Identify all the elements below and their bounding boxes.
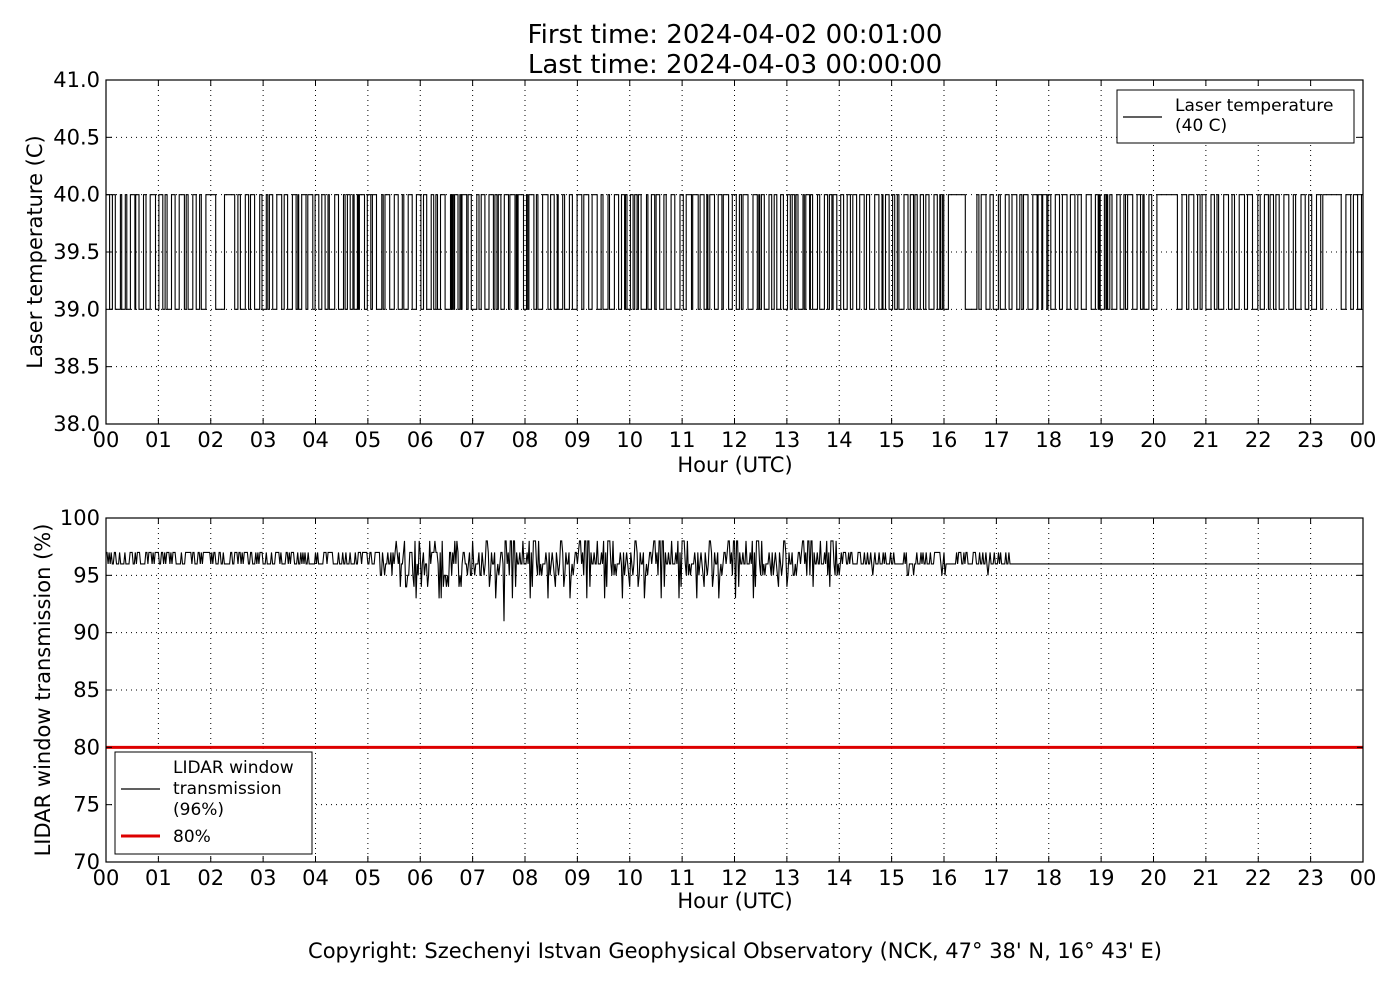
y-tick-label: 40.5 <box>53 125 100 149</box>
x-tick-label: 11 <box>669 428 696 452</box>
x-tick-label: 18 <box>1035 866 1062 890</box>
plot-area <box>106 194 1363 310</box>
legend-label-80-percent: 80% <box>173 827 211 847</box>
x-tick-label: 14 <box>826 866 853 890</box>
x-tick-label: 07 <box>459 866 486 890</box>
plot-area <box>106 540 1363 749</box>
legend-label-line2: (40 C) <box>1175 116 1227 136</box>
x-tick-label: 19 <box>1088 866 1115 890</box>
x-tick-label: 02 <box>197 428 224 452</box>
x-tick-label: 00 <box>93 428 120 452</box>
series-line-lidar-transmission <box>106 540 1363 622</box>
x-tick-label: 15 <box>878 866 905 890</box>
legend: LIDAR window transmission (96%) 80% <box>114 751 313 855</box>
x-axis: 00 01 02 03 04 05 06 07 08 09 10 11 12 13 14 15 16 17 18 19… <box>93 80 1377 452</box>
x-tick-label: 19 <box>1088 428 1115 452</box>
legend: Laser temperature (40 C) <box>1116 89 1355 144</box>
y-tick-label: 75 <box>73 793 100 817</box>
legend-label-line1: LIDAR window <box>173 758 294 778</box>
x-tick-label: 00 <box>1350 428 1377 452</box>
y-tick-label: 90 <box>73 621 100 645</box>
x-tick-label: 17 <box>983 428 1010 452</box>
x-tick-label: 20 <box>1140 866 1167 890</box>
x-tick-label: 18 <box>1035 428 1062 452</box>
x-tick-label: 12 <box>721 866 748 890</box>
x-tick-label: 15 <box>878 428 905 452</box>
x-tick-label: 03 <box>250 428 277 452</box>
chart-title-line2: Last time: 2024-04-03 00:00:00 <box>528 50 942 80</box>
x-tick-label: 04 <box>302 428 329 452</box>
y-axis-title: Laser temperature (C) <box>23 135 47 368</box>
lidar-transmission-panel: 70 75 80 85 90 95 100 00 01 02 03 04 05 06 07 08 09 10 11… <box>31 506 1376 913</box>
x-tick-label: 08 <box>512 866 539 890</box>
x-tick-label: 02 <box>197 866 224 890</box>
chart-title-line1: First time: 2024-04-02 00:01:00 <box>528 20 943 50</box>
x-tick-label: 11 <box>669 866 696 890</box>
x-axis-title: Hour (UTC) <box>677 453 792 477</box>
y-tick-label: 41.0 <box>53 68 100 92</box>
x-axis-title: Hour (UTC) <box>677 889 792 913</box>
y-tick-label: 38.0 <box>53 412 100 436</box>
y-tick-label: 100 <box>60 506 100 530</box>
x-tick-label: 22 <box>1245 428 1272 452</box>
y-tick-label: 38.5 <box>53 355 100 379</box>
x-tick-label: 05 <box>355 428 382 452</box>
x-tick-label: 07 <box>459 428 486 452</box>
x-tick-label: 04 <box>302 866 329 890</box>
x-tick-label: 09 <box>564 428 591 452</box>
legend-label-line2: transmission <box>173 779 282 799</box>
y-axis: 70 75 80 85 90 95 100 <box>60 506 1363 874</box>
x-tick-label: 05 <box>355 866 382 890</box>
x-tick-label: 09 <box>564 866 591 890</box>
y-tick-label: 39.5 <box>53 240 100 264</box>
y-axis-title: LIDAR window transmission (%) <box>31 524 55 857</box>
laser-temperature-panel: 38.038.539.039.540.040.541.0 00 01 02 03 04 0… <box>23 68 1376 477</box>
series-line-laser-temperature <box>106 194 1363 310</box>
x-tick-label: 01 <box>145 866 172 890</box>
x-tick-label: 22 <box>1245 866 1272 890</box>
x-tick-label: 16 <box>931 866 958 890</box>
legend-label-line1: Laser temperature <box>1175 96 1333 116</box>
y-tick-label: 70 <box>73 850 100 874</box>
x-tick-label: 17 <box>983 866 1010 890</box>
legend-label-line3: (96%) <box>173 800 224 820</box>
y-axis: 38.0 38.5 39.0 39.5 40.0 40.5 41.0 <box>53 68 1363 436</box>
x-tick-label: 01 <box>145 428 172 452</box>
x-tick-label: 20 <box>1140 428 1167 452</box>
legend-box <box>1116 89 1355 144</box>
x-tick-label: 12 <box>721 428 748 452</box>
x-tick-label: 23 <box>1297 866 1324 890</box>
x-axis: 00 01 02 03 04 05 06 07 08 09 10 11 12 13 14 15 16 17 18 19… <box>93 518 1377 890</box>
x-tick-label: 00 <box>1350 866 1377 890</box>
x-tick-label: 10 <box>616 866 643 890</box>
x-tick-label: 06 <box>407 866 434 890</box>
x-tick-label: 21 <box>1193 866 1220 890</box>
x-tick-label: 06 <box>407 428 434 452</box>
copyright-footer: Copyright: Szechenyi Istvan Geophysical … <box>308 939 1162 963</box>
x-tick-label: 08 <box>512 428 539 452</box>
x-tick-label: 16 <box>931 428 958 452</box>
y-tick-label: 85 <box>73 678 100 702</box>
y-tick-label: 39.0 <box>53 297 100 321</box>
x-tick-label: 03 <box>250 866 277 890</box>
x-tick-label: 13 <box>774 428 801 452</box>
x-tick-label: 14 <box>826 428 853 452</box>
y-tick-label: 80 <box>73 735 100 759</box>
y-tick-label: 40.0 <box>53 183 100 207</box>
x-tick-label: 21 <box>1193 428 1220 452</box>
x-tick-label: 23 <box>1297 428 1324 452</box>
x-tick-label: 13 <box>774 866 801 890</box>
x-tick-label: 10 <box>616 428 643 452</box>
x-tick-label: 00 <box>93 866 120 890</box>
y-tick-label: 95 <box>73 563 100 587</box>
